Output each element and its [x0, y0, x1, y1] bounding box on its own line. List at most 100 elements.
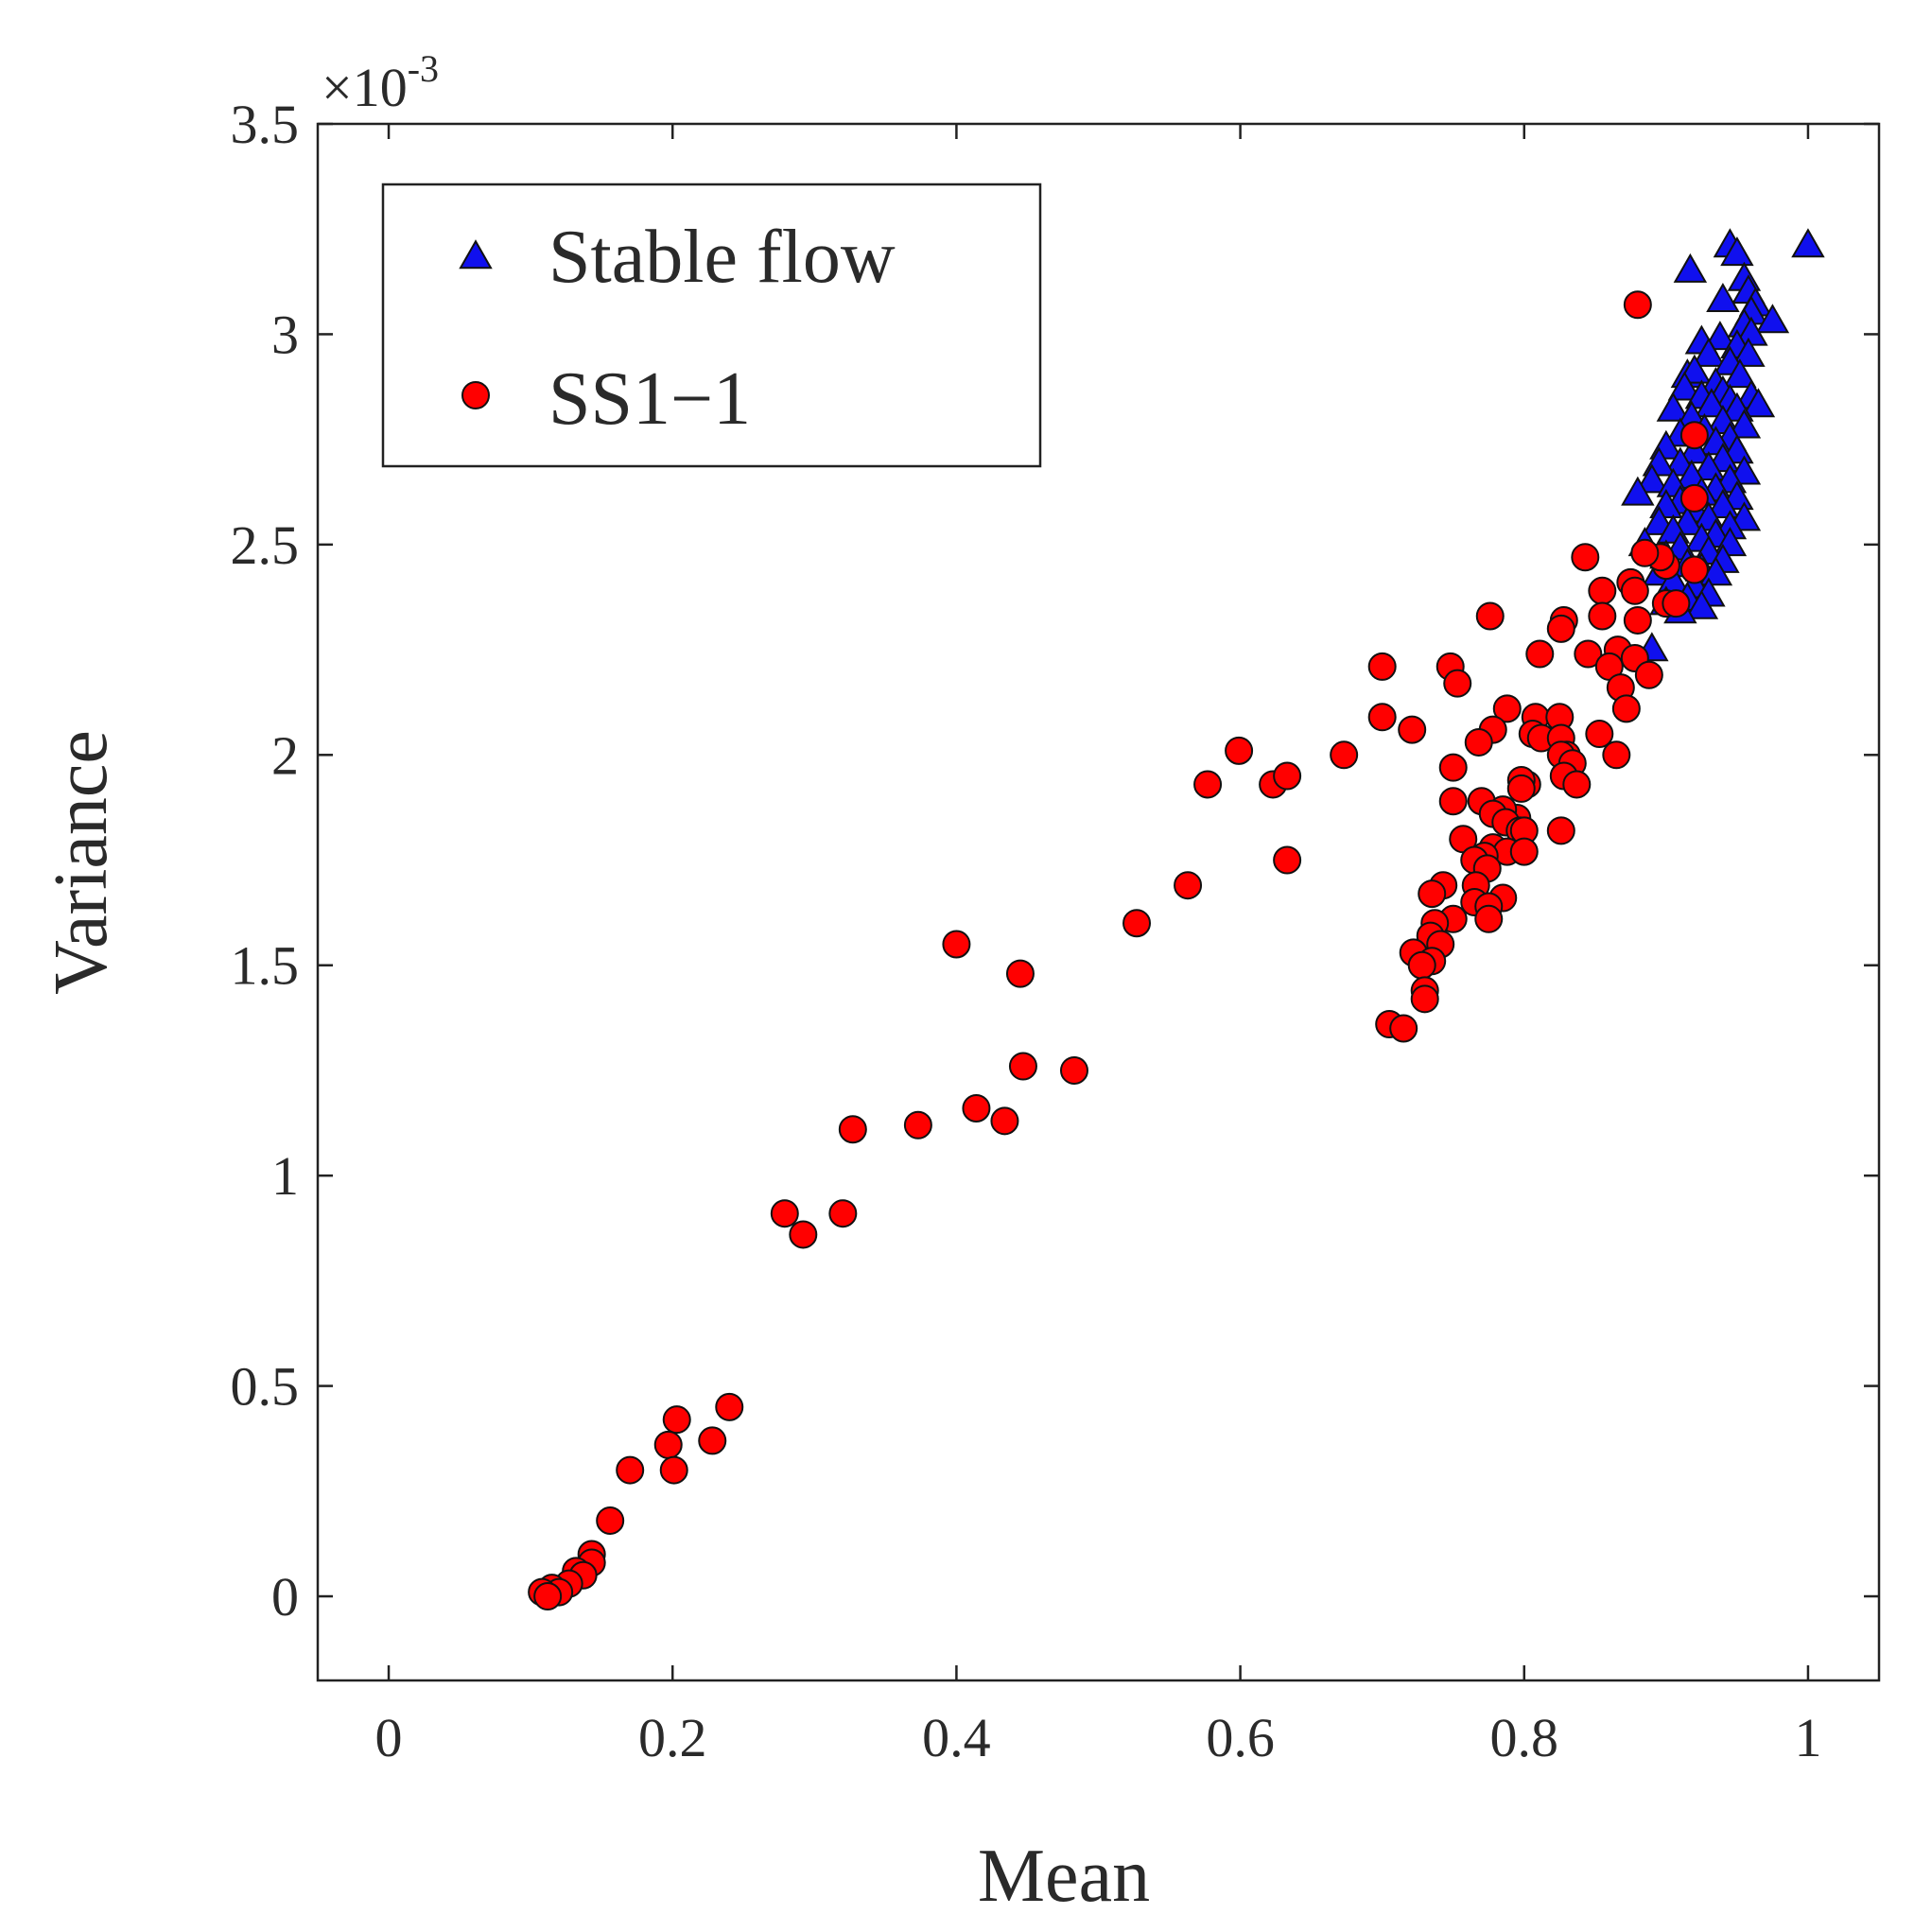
ss1-1-point — [1574, 639, 1603, 669]
ss1-1-point — [1509, 837, 1539, 866]
x-tick-label: 0 — [375, 1707, 403, 1768]
x-tick-label: 0.6 — [1206, 1707, 1275, 1768]
stable-flow-point — [1667, 371, 1702, 401]
y-tick-label: 2 — [271, 724, 299, 786]
ss1-1-point — [1492, 694, 1522, 723]
ss1-1-point — [1506, 774, 1536, 803]
stable-flow-point — [1755, 304, 1790, 334]
y-tick-label: 0 — [271, 1566, 299, 1627]
ss1-1-point — [1630, 538, 1660, 567]
legend-marker-stable-flow — [459, 239, 493, 270]
ss1-1-point — [962, 1093, 991, 1123]
ss1-1-point — [1174, 871, 1203, 900]
ss1-1-point — [1546, 614, 1575, 643]
ss1-1-point — [1389, 1014, 1418, 1043]
ss1-1-point — [1367, 652, 1397, 681]
series-1-points — [528, 290, 1709, 1611]
ss1-1-point — [1005, 959, 1035, 988]
legend-marker-ss1-1 — [461, 381, 490, 409]
ss1-1-point — [1679, 421, 1709, 450]
legend: Stable flow SS1−1 — [381, 183, 1042, 468]
ss1-1-point — [1525, 639, 1555, 669]
ss1-1-point — [1438, 753, 1468, 782]
ss1-1-point — [1562, 770, 1592, 799]
y-scale-base: ×10 — [322, 57, 408, 118]
y-scale-label: ×10-3 — [322, 47, 439, 118]
ss1-1-point — [1474, 904, 1504, 933]
ss1-1-point — [653, 1430, 683, 1459]
ss1-1-point — [698, 1426, 727, 1455]
x-tick-label: 0.8 — [1490, 1707, 1559, 1768]
ss1-1-point — [1367, 703, 1397, 732]
ss1-1-point — [1662, 589, 1691, 618]
ss1-1-point — [1679, 555, 1709, 584]
y-tick-label: 3 — [271, 304, 299, 365]
ss1-1-point — [1611, 694, 1641, 723]
stable-flow-point — [1727, 409, 1762, 439]
y-tick-label: 3.5 — [231, 94, 300, 155]
ss1-1-point — [1059, 1055, 1088, 1085]
axes-frame — [316, 122, 1881, 1682]
ss1-1-point — [596, 1506, 625, 1535]
ss1-1-point — [770, 1199, 799, 1228]
y-tick-label: 2.5 — [231, 514, 300, 576]
ss1-1-point — [828, 1199, 858, 1228]
ss1-1-point — [1193, 770, 1223, 799]
ss1-1-point — [1475, 601, 1505, 631]
ss1-1-point — [990, 1106, 1019, 1136]
ss1-1-point — [1330, 740, 1359, 770]
ss1-1-point — [1571, 543, 1600, 572]
stable-flow-point — [1692, 337, 1726, 367]
ss1-1-point — [1588, 601, 1617, 631]
ss1-1-point — [838, 1115, 867, 1144]
ss1-1-point — [1602, 740, 1631, 770]
x-tick-label: 0.2 — [638, 1707, 707, 1768]
ss1-1-point — [1623, 605, 1652, 635]
ss1-1-point — [1438, 787, 1468, 816]
stable-flow-point — [1656, 392, 1691, 422]
ss1-1-point — [789, 1220, 818, 1249]
stable-flow-point — [1635, 463, 1669, 494]
ss1-1-point — [1410, 984, 1439, 1014]
ss1-1-point — [1398, 715, 1427, 744]
stable-flow-point — [1684, 589, 1719, 619]
y-tick-label: 1.5 — [231, 935, 300, 997]
ss1-1-point — [1225, 736, 1254, 765]
y-tick-label: 0.5 — [231, 1356, 300, 1418]
ss1-1-point — [1443, 669, 1472, 698]
ss1-1-point — [1634, 660, 1663, 689]
ss1-1-point — [903, 1110, 932, 1140]
ss1-1-point — [1623, 290, 1652, 320]
stable-flow-point — [1706, 489, 1740, 519]
ss1-1-point — [715, 1392, 744, 1421]
x-tick-label: 0.4 — [922, 1707, 991, 1768]
stable-flow-point — [1791, 228, 1825, 258]
x-tick-label: 1 — [1794, 1707, 1821, 1768]
stable-flow-point — [1723, 358, 1757, 389]
ss1-1-point — [662, 1405, 691, 1435]
ss1-1-point — [1008, 1052, 1037, 1081]
legend-label-stable-flow: Stable flow — [548, 216, 896, 299]
stable-flow-point — [1720, 236, 1754, 267]
ss1-1-point — [659, 1455, 688, 1485]
y-tick-label: 1 — [271, 1145, 299, 1207]
stable-flow-point — [1695, 388, 1729, 418]
stable-flow-point — [1706, 283, 1740, 313]
ss1-1-point — [1273, 845, 1302, 875]
ss1-1-point — [1585, 720, 1614, 749]
y-axis-title: Variance — [40, 730, 123, 995]
ss1-1-point — [533, 1582, 563, 1611]
stable-flow-point — [1621, 476, 1655, 506]
ss1-1-point — [1546, 816, 1575, 845]
ss1-1-point — [1588, 576, 1617, 605]
ss1-1-point — [942, 930, 971, 959]
stable-flow-point — [1703, 321, 1737, 351]
stable-flow-point — [1731, 337, 1766, 367]
legend-label-ss1-1: SS1−1 — [548, 357, 751, 441]
ss1-1-point — [1407, 950, 1436, 980]
stable-flow-point — [1673, 252, 1708, 283]
ss1-1-point — [1418, 879, 1447, 909]
stable-flow-point — [1741, 388, 1776, 418]
